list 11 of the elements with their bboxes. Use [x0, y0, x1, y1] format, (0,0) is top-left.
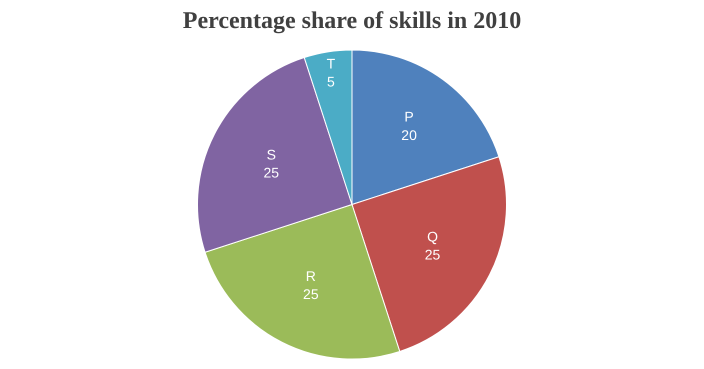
data-label: 5	[326, 74, 335, 90]
slice-label: R	[306, 268, 316, 284]
data-label: 25	[263, 164, 280, 181]
slice-label: S	[266, 146, 276, 162]
chart-title: Percentage share of skills in 2010	[182, 8, 522, 34]
data-label: 20	[401, 126, 418, 143]
data-label: 25	[424, 246, 441, 263]
slice-label: P	[404, 108, 414, 125]
data-label: 25	[303, 286, 319, 302]
slice-label: Q	[427, 228, 438, 244]
slice-label: T	[326, 55, 336, 72]
